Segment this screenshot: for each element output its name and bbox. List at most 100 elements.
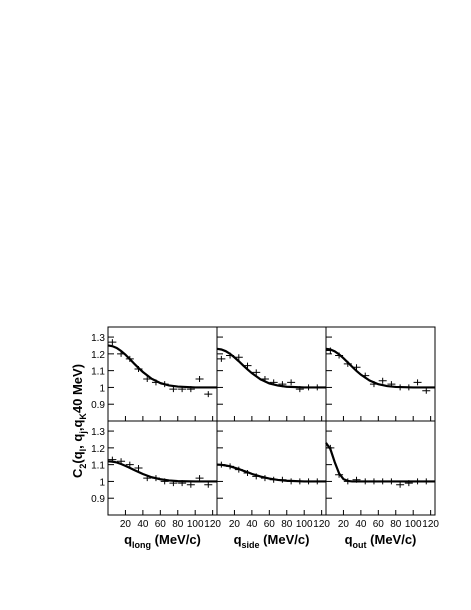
y-tick-label: 0.9 xyxy=(91,400,105,411)
data-point xyxy=(260,475,269,482)
y-tick-label: 1.3 xyxy=(91,427,105,438)
axis-label: qout (MeV/c) xyxy=(345,532,417,550)
data-point xyxy=(134,465,143,471)
label-part: q xyxy=(345,532,353,547)
data-point xyxy=(361,372,370,379)
x-tick-label: 80 xyxy=(390,519,402,530)
x-tick-label: 120 xyxy=(204,519,221,530)
y-tick-label: 1.1 xyxy=(91,461,105,472)
data-point xyxy=(108,339,117,346)
data-point xyxy=(313,384,322,391)
fit-curve xyxy=(216,347,326,389)
label-subscript: side xyxy=(242,540,260,550)
data-point xyxy=(396,384,405,391)
data-point xyxy=(160,478,169,485)
fit-curve xyxy=(325,347,435,389)
label-part: q xyxy=(234,532,242,547)
data-point xyxy=(186,481,195,488)
y-tick-label: 0.9 xyxy=(91,494,105,505)
data-point xyxy=(352,364,361,371)
data-point xyxy=(143,376,152,383)
y-tick-label: 1.2 xyxy=(91,350,105,361)
x-tick-label: 80 xyxy=(172,519,184,530)
data-point xyxy=(108,456,117,463)
data-point xyxy=(387,478,396,485)
panel-frame xyxy=(216,326,327,422)
label-part: (MeV/c) xyxy=(151,532,201,547)
x-tick-label: 20 xyxy=(338,519,350,530)
data-point xyxy=(186,386,195,393)
x-tick-label: 100 xyxy=(405,519,422,530)
data-point xyxy=(117,350,126,357)
label-part: q xyxy=(124,532,132,547)
data-point xyxy=(204,391,213,398)
label-part: ,q xyxy=(70,420,85,432)
y-tick-label: 1 xyxy=(99,477,105,488)
data-point xyxy=(151,379,160,386)
label-part: , q xyxy=(70,434,85,449)
data-point xyxy=(352,476,361,483)
data-point xyxy=(204,481,213,488)
fit-curve xyxy=(325,442,435,483)
data-point xyxy=(278,476,287,483)
label-part: (q xyxy=(70,451,85,463)
data-point xyxy=(125,355,134,362)
data-point xyxy=(195,475,204,482)
axis-label: C2(ql, qj,qK40 MeV) xyxy=(70,364,88,478)
x-tick-label: 40 xyxy=(137,519,149,530)
data-point xyxy=(304,478,313,485)
label-subscript: out xyxy=(353,540,367,550)
x-tick-label: 120 xyxy=(313,519,330,530)
data-point xyxy=(217,355,226,362)
data-point xyxy=(326,444,335,451)
data-point xyxy=(243,470,252,477)
data-point xyxy=(404,480,413,487)
data-point xyxy=(169,480,178,487)
data-point xyxy=(404,384,413,391)
data-point xyxy=(195,376,204,383)
data-point xyxy=(378,478,387,485)
data-point xyxy=(326,347,335,354)
x-tick-label: 100 xyxy=(296,519,313,530)
panel-frame xyxy=(325,326,436,422)
x-tick-label: 40 xyxy=(355,519,367,530)
data-point xyxy=(422,387,431,394)
label-subscript: 2 xyxy=(78,464,88,469)
data-point xyxy=(343,478,352,485)
y-tick-label: 1.2 xyxy=(91,444,105,455)
label-part: (MeV/c) xyxy=(367,532,417,547)
x-tick-label: 20 xyxy=(229,519,241,530)
data-point xyxy=(125,461,134,468)
data-point xyxy=(287,379,296,386)
axis-label: qlong (MeV/c) xyxy=(124,532,201,550)
data-point xyxy=(134,365,143,372)
x-tick-label: 60 xyxy=(264,519,276,530)
x-tick-label: 20 xyxy=(120,519,132,530)
data-point xyxy=(387,381,396,388)
data-point xyxy=(151,475,160,482)
data-point xyxy=(313,478,322,485)
x-tick-label: 40 xyxy=(246,519,258,530)
data-point xyxy=(243,362,252,369)
label-part: (MeV/c) xyxy=(260,532,310,547)
data-point xyxy=(295,386,304,393)
axis-label: qside (MeV/c) xyxy=(234,532,310,550)
label-subscript: j xyxy=(78,431,88,435)
label-subscript: K xyxy=(78,413,88,420)
data-point xyxy=(335,471,344,478)
data-point xyxy=(117,458,126,465)
x-tick-label: 80 xyxy=(281,519,293,530)
panel-frame xyxy=(107,420,218,516)
panel-frame xyxy=(107,326,218,422)
data-point xyxy=(335,352,344,359)
data-point xyxy=(343,360,352,367)
fit-curve xyxy=(216,463,326,483)
data-point xyxy=(422,478,431,485)
data-point xyxy=(252,369,261,376)
data-point xyxy=(234,354,243,361)
x-tick-label: 100 xyxy=(187,519,204,530)
data-point xyxy=(369,381,378,388)
data-point xyxy=(413,379,422,386)
label-subscript: l xyxy=(78,449,88,452)
